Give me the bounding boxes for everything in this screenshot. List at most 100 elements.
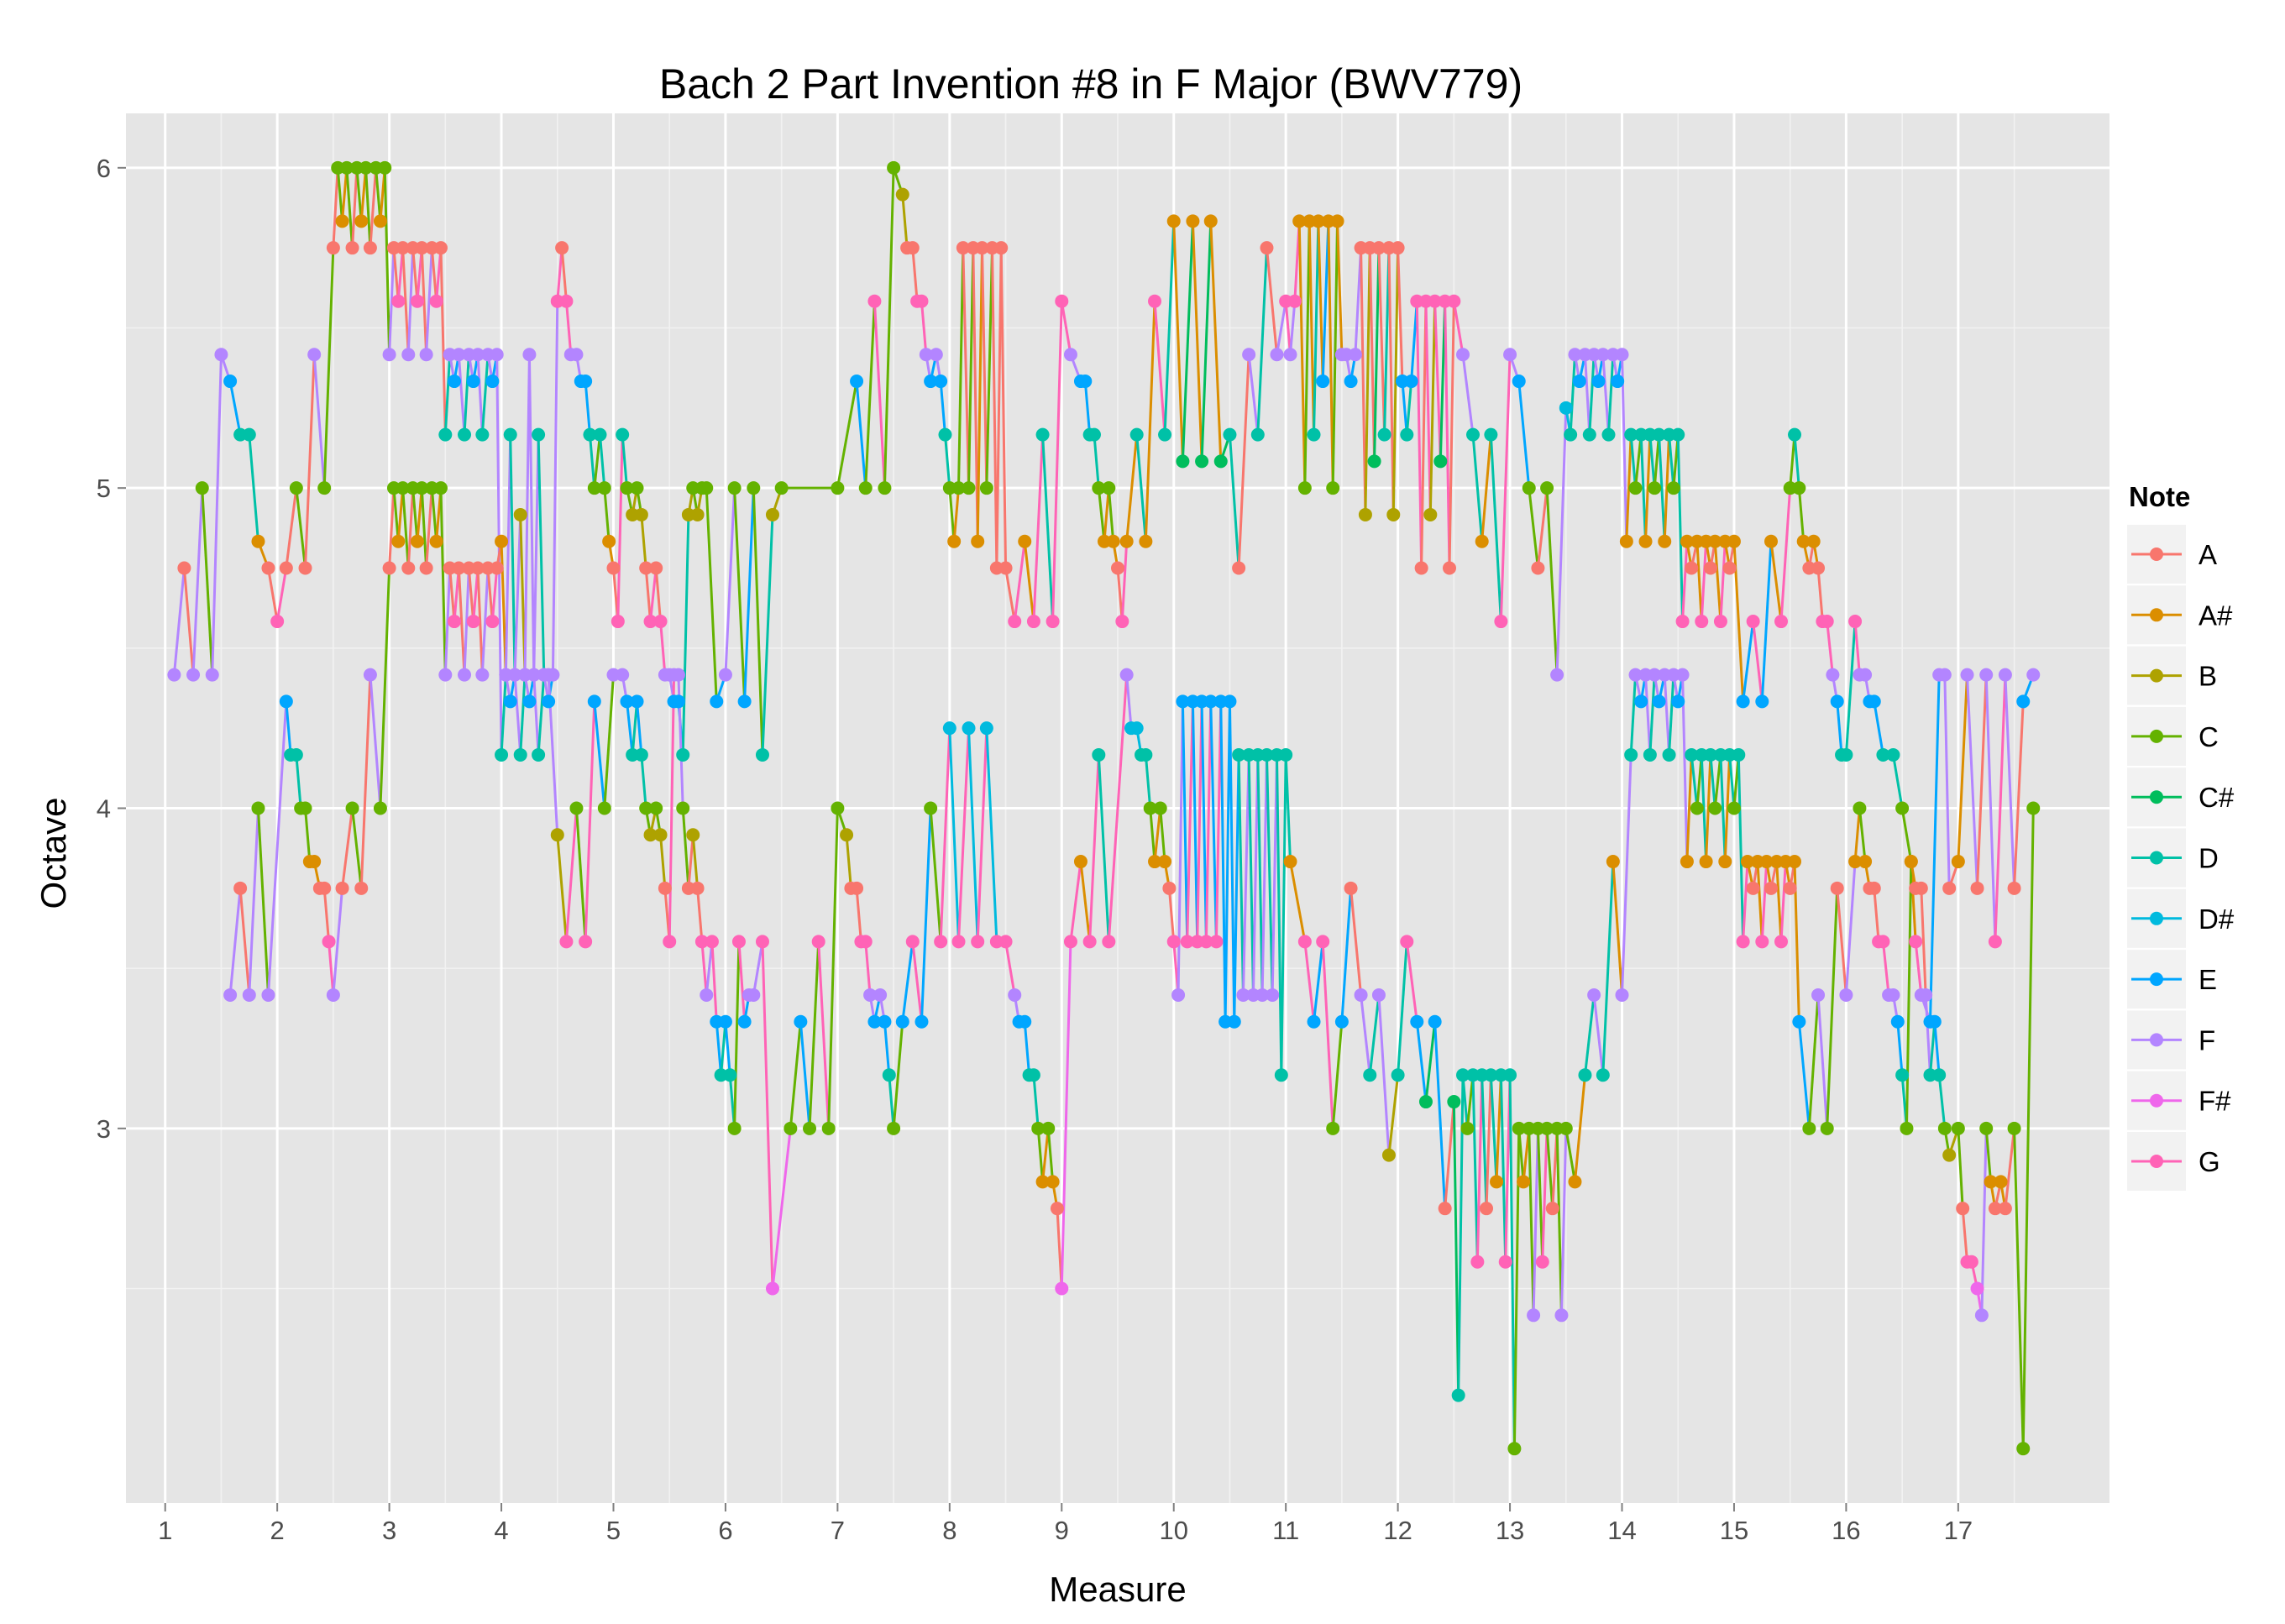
data-point	[1792, 1014, 1806, 1029]
series-segment	[705, 488, 718, 702]
data-point	[1675, 668, 1690, 682]
data-point	[1988, 935, 2002, 949]
series-segment	[266, 701, 288, 996]
data-point	[1578, 1068, 1592, 1082]
series-segment	[1237, 754, 1245, 995]
series-segment	[1214, 701, 1223, 942]
series-segment	[621, 434, 628, 489]
series-segment	[1541, 1128, 1549, 1262]
data-point	[587, 694, 601, 709]
series-segment	[616, 434, 624, 622]
series-segment	[1481, 1075, 1488, 1209]
series-segment	[864, 941, 872, 996]
data-point	[905, 241, 920, 255]
series-segment	[883, 167, 895, 489]
data-point	[1158, 427, 1172, 442]
series-segment	[1340, 888, 1353, 1022]
data-point	[979, 481, 993, 495]
series-segment	[1695, 541, 1703, 622]
data-point	[1638, 534, 1653, 548]
data-point	[1063, 348, 1077, 362]
data-point	[616, 668, 630, 682]
series-segment	[532, 674, 540, 756]
data-point	[345, 801, 359, 815]
series-segment	[1705, 754, 1712, 862]
data-point	[663, 935, 677, 949]
series-segment	[1041, 1128, 1050, 1182]
series-segment	[564, 301, 573, 355]
series-segment	[681, 514, 690, 755]
data-point	[597, 481, 611, 495]
legend-key-point	[2150, 851, 2163, 865]
data-point	[975, 241, 989, 255]
series-segment	[593, 434, 601, 489]
data-point	[1428, 294, 1442, 308]
series-segment	[1629, 674, 1638, 756]
data-point	[1951, 1121, 1965, 1135]
series-segment	[228, 380, 242, 435]
series-segment	[1545, 1128, 1554, 1209]
data-point	[2026, 668, 2041, 682]
data-point	[270, 615, 285, 629]
data-point	[620, 694, 634, 709]
data-point	[1391, 241, 1405, 255]
data-point	[1956, 1202, 1970, 1216]
series-segment	[1588, 354, 1596, 435]
data-point	[242, 987, 256, 1002]
series-segment	[654, 568, 663, 622]
data-point	[1900, 1121, 1914, 1135]
series-segment	[1980, 1128, 1988, 1316]
data-point	[401, 561, 416, 575]
data-point	[1746, 615, 1760, 629]
series-segment	[1397, 941, 1408, 1076]
series-segment	[1713, 754, 1722, 809]
series-segment	[1023, 1021, 1031, 1076]
data-point	[1830, 694, 1844, 709]
data-point	[1143, 801, 1157, 815]
legend-key-point	[2150, 668, 2163, 683]
data-point	[1512, 375, 1526, 389]
data-point	[602, 534, 616, 548]
series-segment	[1083, 380, 1092, 435]
series-segment	[304, 808, 312, 862]
series-segment	[1391, 248, 1400, 515]
data-point	[1951, 855, 1965, 869]
data-point	[1634, 694, 1648, 709]
series-segment	[789, 1021, 802, 1129]
data-point	[731, 935, 746, 949]
series-segment	[1844, 621, 1857, 756]
data-point	[1297, 935, 1312, 949]
data-point	[1774, 615, 1789, 629]
series-segment	[659, 621, 667, 675]
data-point	[475, 427, 490, 442]
legend-label: B	[2199, 661, 2217, 692]
series-segment	[1120, 541, 1129, 622]
series-segment	[1658, 434, 1666, 542]
series-segment	[1313, 221, 1320, 435]
data-point	[317, 881, 332, 895]
series-segment	[836, 380, 858, 489]
data-point	[1568, 348, 1582, 362]
series-segment	[369, 674, 382, 809]
data-point	[1400, 935, 1414, 949]
data-point	[765, 507, 779, 521]
series-segment	[312, 354, 326, 489]
series-segment	[1303, 221, 1311, 489]
data-point	[1675, 615, 1690, 629]
data-point	[1180, 935, 1194, 949]
data-point	[1582, 427, 1596, 442]
data-point	[676, 747, 690, 762]
data-point	[363, 668, 377, 682]
series-segment	[406, 488, 415, 568]
data-point	[205, 668, 219, 682]
series-segment	[1452, 301, 1465, 355]
series-segment	[1172, 221, 1184, 462]
data-point	[1909, 935, 1923, 949]
series-segment	[1461, 354, 1475, 435]
series-segment	[1103, 488, 1110, 542]
data-point	[710, 694, 724, 709]
data-point	[1559, 401, 1573, 415]
series-segment	[976, 728, 988, 942]
data-point	[415, 241, 429, 255]
data-point	[1158, 855, 1172, 869]
